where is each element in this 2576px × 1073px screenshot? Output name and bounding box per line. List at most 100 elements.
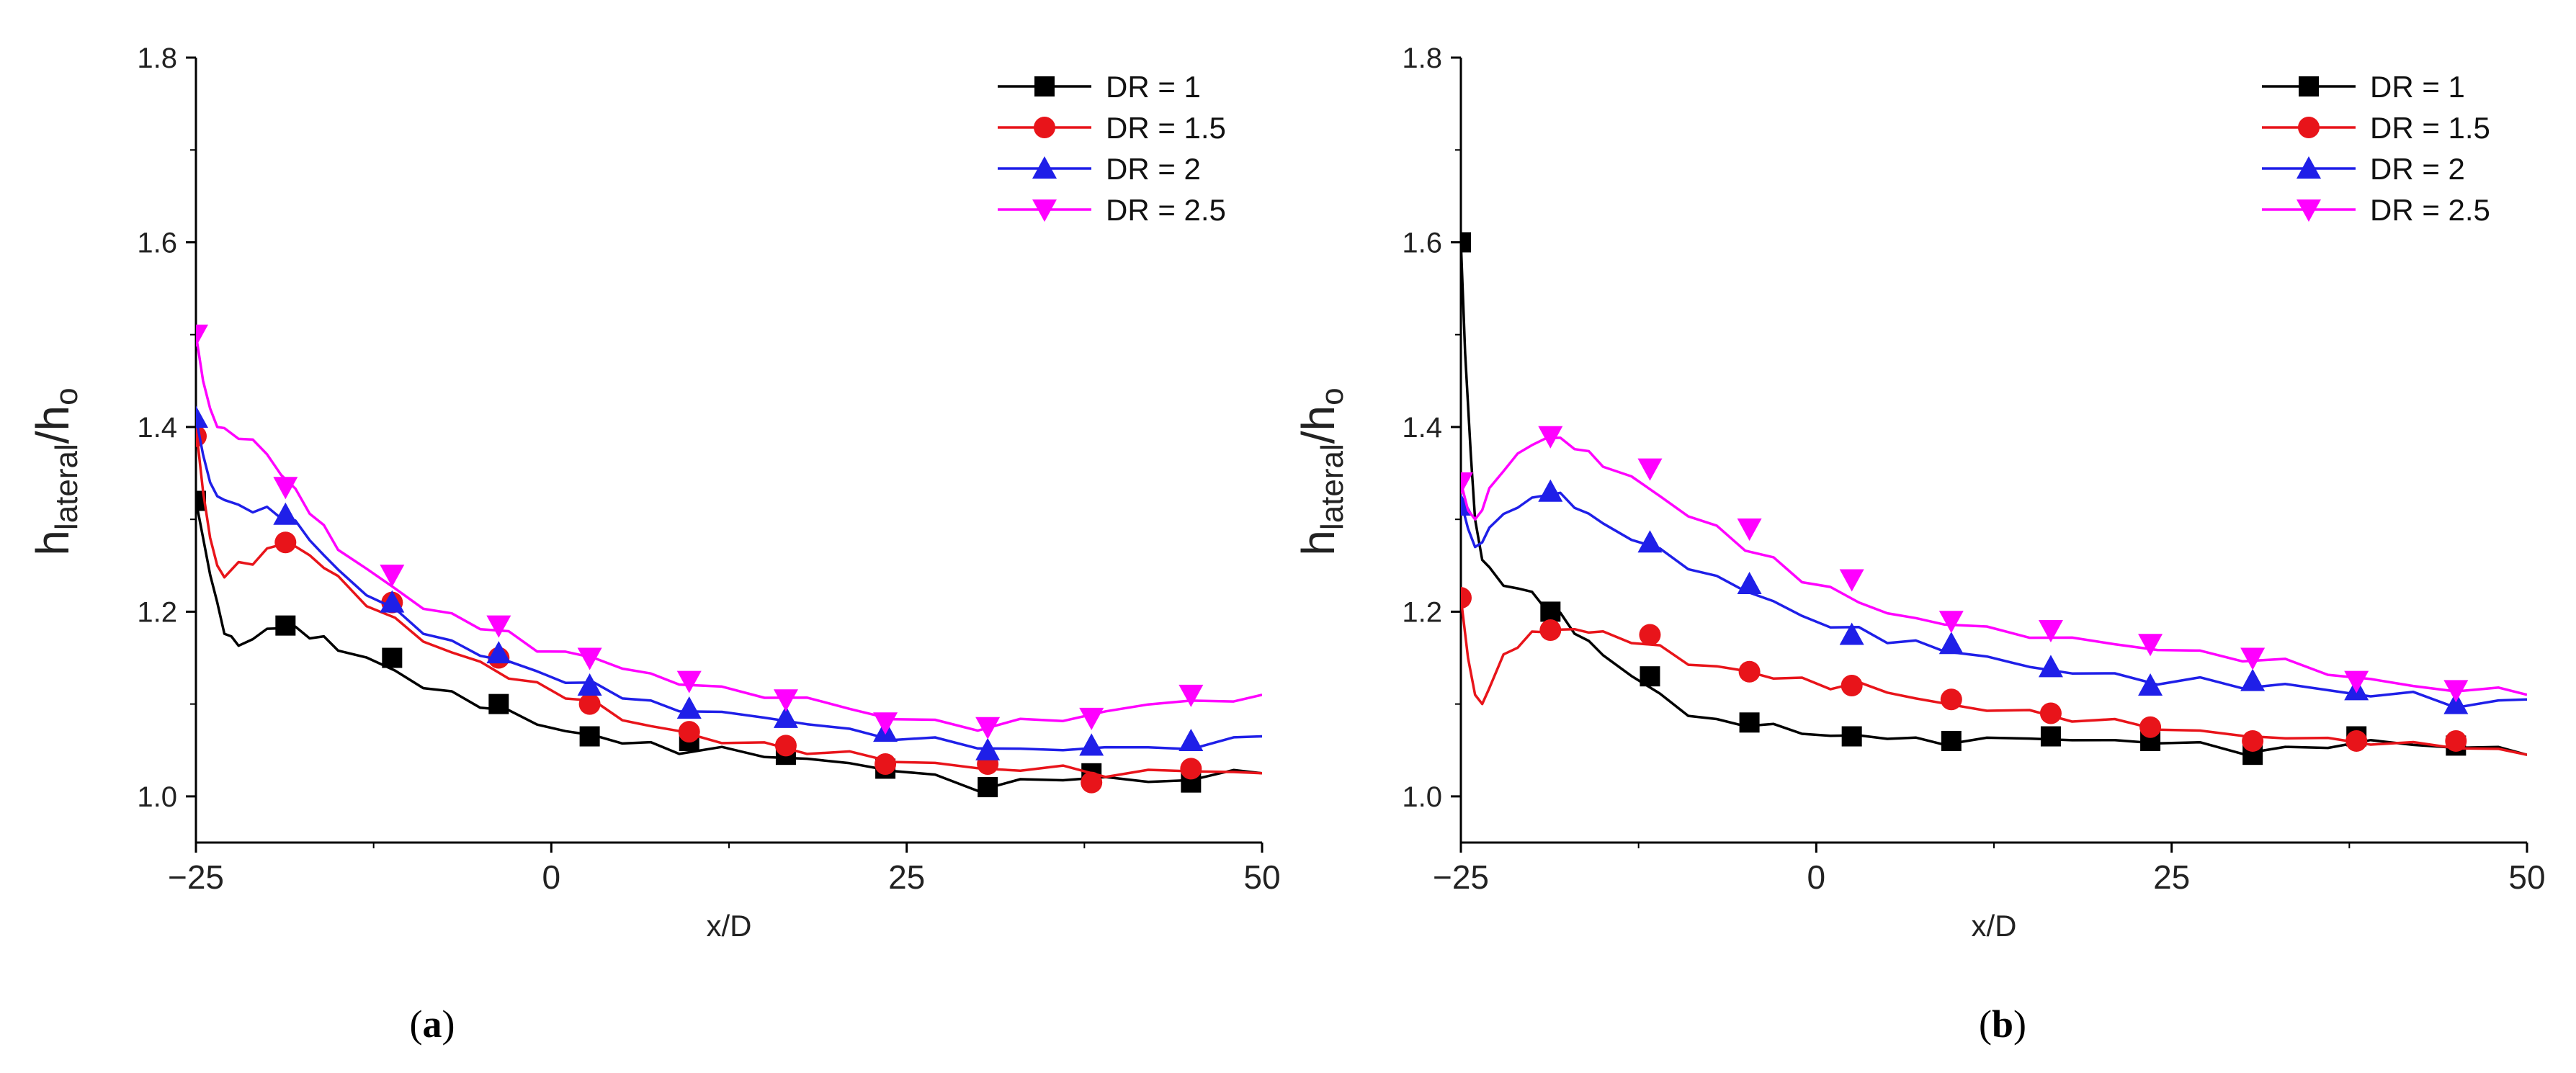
y-tick-label: 1.0 — [1402, 781, 1442, 813]
series-line-2 — [1461, 491, 2527, 709]
series-2-marker — [1538, 479, 1563, 502]
series-2-marker — [486, 641, 511, 664]
series-1-marker — [196, 425, 207, 447]
panel-a: 1.0 1.2 1.4 1.6 1.8 −25 0 25 50 x/D hlateral/ho DR … — [27, 42, 1281, 1046]
series-2-marker — [773, 705, 798, 728]
panel-label: (a) — [410, 1002, 455, 1046]
legend-label: DR = 2 — [2370, 152, 2465, 186]
y-axis-label-part: lateral — [49, 444, 84, 530]
series-1-marker — [1738, 660, 1761, 683]
y-axis-label-part: o — [49, 387, 84, 405]
series-1-marker — [1180, 758, 1202, 780]
series-1-marker — [678, 721, 700, 743]
series-line-3 — [196, 334, 1262, 732]
legend-label: DR = 1 — [1106, 70, 1201, 104]
legend-label: DR = 1.5 — [1106, 111, 1226, 145]
series-0-marker — [1640, 666, 1660, 687]
legend-item-0: DR = 1 — [2262, 70, 2465, 104]
series-0-marker — [579, 726, 600, 747]
plot-area — [1461, 232, 2527, 766]
series-line-2 — [196, 417, 1262, 752]
series-3-marker — [1179, 684, 1204, 707]
y-axis-label-part: h — [1292, 530, 1344, 556]
series-2-marker — [1737, 571, 1762, 594]
series-3-marker — [2344, 670, 2369, 693]
x-axis-label: x/D — [1972, 909, 2017, 943]
plot-area — [196, 324, 1262, 798]
series-3-marker — [577, 647, 602, 670]
x-tick-label: −25 — [1433, 858, 1489, 896]
legend-label: DR = 1.5 — [2370, 111, 2490, 145]
x-tick-label: 0 — [1807, 858, 1826, 896]
series-3-marker — [196, 324, 208, 347]
series-1-marker — [1539, 619, 1562, 642]
legend-marker — [1032, 199, 1057, 222]
series-1-marker — [2242, 729, 2264, 752]
series-0-marker — [275, 615, 296, 636]
legend-marker — [1034, 117, 1055, 138]
series-2-marker — [273, 502, 298, 525]
series-0-marker — [1941, 730, 1962, 751]
legend-item-1: DR = 1.5 — [2262, 111, 2490, 145]
legend-label: DR = 1 — [2370, 70, 2465, 104]
panel-label: (b) — [1979, 1002, 2026, 1046]
series-3-marker — [486, 615, 511, 638]
legend-item-3: DR = 2.5 — [2262, 193, 2490, 227]
y-tick-label: 1.6 — [1402, 227, 1442, 259]
series-3-marker — [1079, 707, 1104, 730]
series-2-marker — [2138, 673, 2163, 696]
legend-item-1: DR = 1.5 — [998, 111, 1226, 145]
legend-label: DR = 2.5 — [2370, 193, 2490, 227]
series-2-marker — [676, 696, 702, 719]
x-tick-label: 0 — [542, 858, 561, 896]
series-1-marker — [2039, 702, 2062, 724]
y-axis-label-part: /h — [1292, 405, 1344, 444]
y-axis-label-part: h — [27, 530, 79, 556]
series-3-marker — [975, 717, 1001, 740]
legend-item-3: DR = 2.5 — [998, 193, 1226, 227]
series-line-3 — [1461, 436, 2527, 696]
panel-b: 1.0 1.2 1.4 1.6 1.8 −25 0 25 50 x/D hlateral/ho DR … — [1292, 42, 2546, 1046]
y-tick-label: 1.0 — [137, 781, 177, 813]
series-1-marker — [1841, 675, 1863, 696]
series-1-marker — [2445, 729, 2467, 752]
series-2-marker — [975, 737, 1001, 760]
series-0-marker — [1841, 726, 1862, 747]
series-0-marker — [1540, 601, 1561, 622]
x-tick-label: 25 — [888, 858, 925, 896]
series-1-marker — [875, 753, 897, 775]
series-line-1 — [196, 426, 1262, 778]
series-2-marker — [1179, 728, 1204, 751]
y-axis-label-part: /h — [27, 405, 79, 444]
y-tick-label: 1.2 — [1402, 596, 1442, 628]
series-0-marker — [488, 693, 509, 714]
y-tick-label: 1.8 — [137, 42, 177, 74]
legend-marker — [2298, 117, 2320, 138]
series-1-marker — [1639, 624, 1661, 646]
legend-marker — [1032, 156, 1057, 179]
series-0-marker — [1461, 232, 1471, 253]
legend-label: DR = 2 — [1106, 152, 1201, 186]
legend-marker — [1034, 76, 1055, 96]
x-axis-label: x/D — [707, 909, 752, 943]
series-0-marker — [978, 777, 998, 798]
series-2-marker — [196, 405, 208, 428]
series-2-marker — [2443, 691, 2469, 714]
series-3-marker — [873, 712, 898, 735]
x-tick-label: 25 — [2153, 858, 2190, 896]
series-2-marker — [1079, 733, 1104, 756]
series-1-marker — [774, 735, 797, 757]
legend-marker — [2299, 76, 2319, 96]
series-0-marker — [2040, 726, 2061, 747]
series-1-marker — [274, 531, 297, 554]
y-axis-label: hlateral/ho — [27, 387, 84, 555]
series-line-0 — [196, 500, 1262, 792]
series-0-marker — [1739, 712, 1760, 733]
series-1-marker — [2345, 729, 2368, 752]
series-3-marker — [1637, 458, 1663, 481]
series-1-marker — [1461, 587, 1472, 609]
y-tick-label: 1.6 — [137, 227, 177, 259]
series-line-0 — [1461, 242, 2527, 756]
y-tick-label: 1.4 — [137, 412, 177, 444]
